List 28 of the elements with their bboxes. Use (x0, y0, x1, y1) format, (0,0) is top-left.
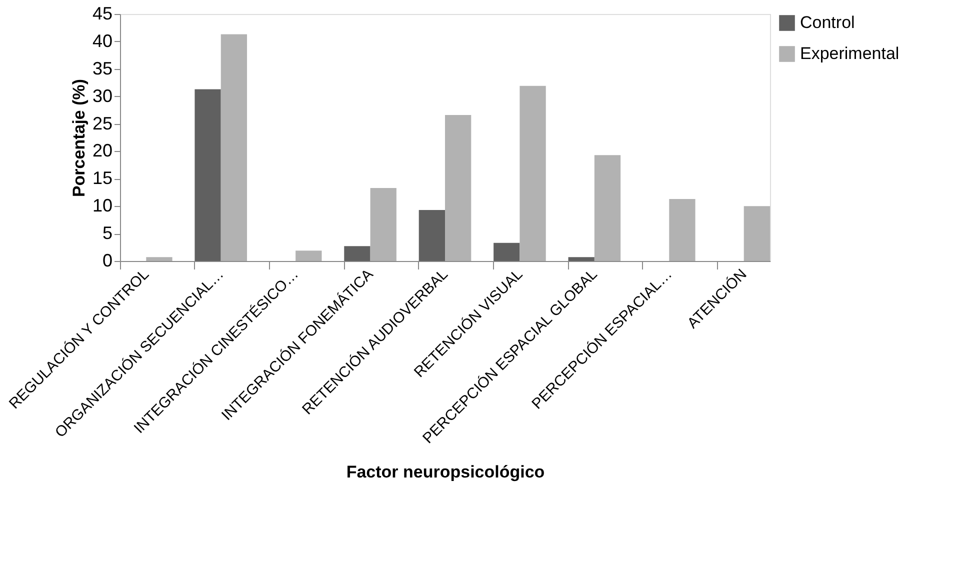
bar (744, 206, 770, 261)
y-tick-label: 0 (102, 250, 112, 270)
x-axis-title: Factor neuropsicológico (346, 462, 545, 482)
y-tick-label: 25 (92, 113, 112, 134)
bar (344, 246, 370, 261)
y-tick-label: 20 (92, 140, 112, 161)
y-tick-label: 35 (92, 58, 112, 78)
legend-label: Experimental (800, 44, 900, 63)
bar (220, 34, 248, 261)
bar (296, 250, 322, 261)
y-tick-label: 10 (92, 196, 112, 216)
bar (568, 257, 594, 261)
y-tick-label: 15 (92, 168, 112, 188)
y-tick-label: 30 (92, 86, 112, 106)
y-tick-label: 45 (92, 4, 112, 24)
y-tick-label: 5 (102, 223, 112, 244)
bar (594, 155, 621, 261)
bar (370, 188, 396, 261)
bar (520, 86, 546, 261)
bar (194, 89, 221, 261)
bar (418, 210, 445, 261)
bar (494, 242, 520, 261)
y-tick-label: 40 (92, 30, 112, 51)
bar (146, 257, 172, 261)
bar (669, 198, 696, 261)
legend-label: Control (800, 13, 855, 32)
bar (445, 114, 472, 261)
y-axis-title: Porcentaje (%) (69, 78, 88, 198)
